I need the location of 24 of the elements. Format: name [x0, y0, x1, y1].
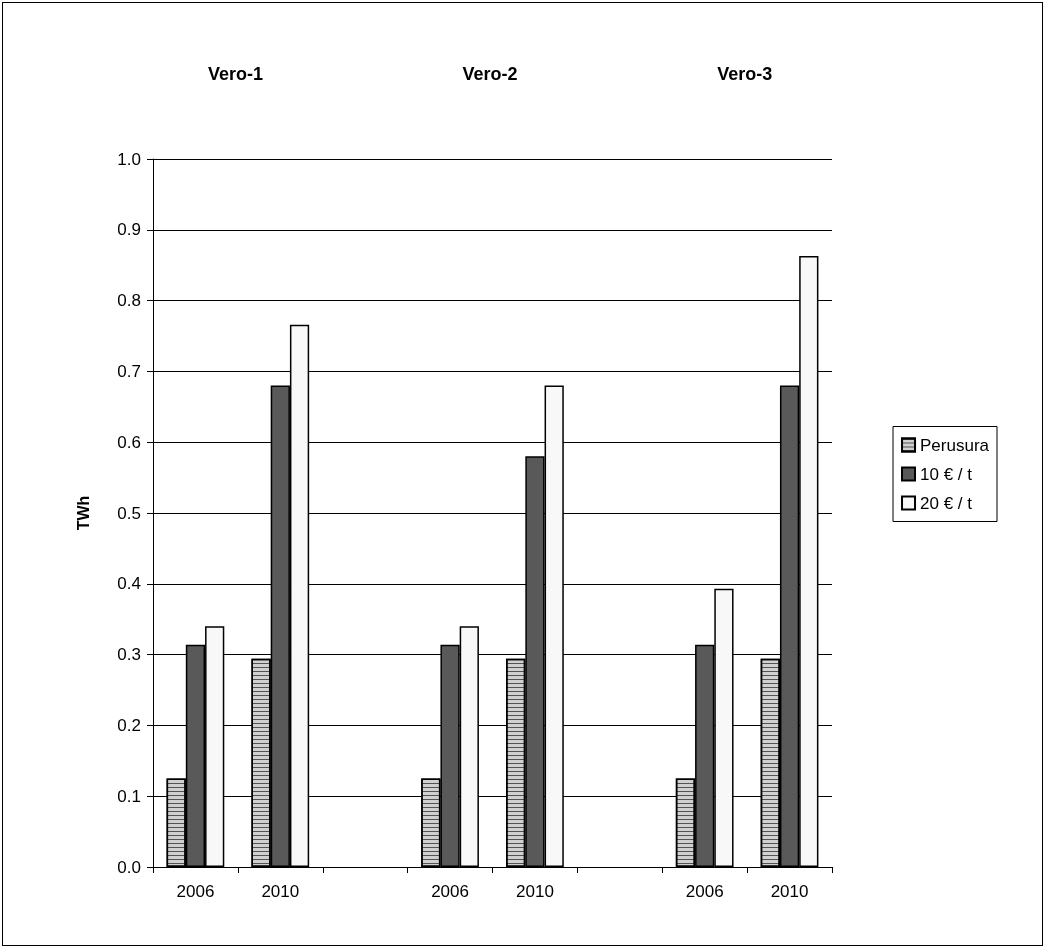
- y-tick-label: 0.6: [117, 432, 141, 452]
- x-tick-label: 2006: [176, 882, 215, 901]
- y-tick-label: 0.5: [117, 503, 141, 523]
- y-axis-title: TWh: [74, 495, 92, 531]
- y-tick-label: 0.8: [117, 291, 141, 311]
- text: Vero-2: [462, 64, 518, 84]
- x-tick-label: 2010: [261, 882, 300, 901]
- legend-label: 20 € / t: [920, 493, 973, 513]
- x-tick-label: 2010: [770, 882, 809, 901]
- y-tick-label: 0.7: [117, 361, 141, 381]
- legend-label: 10 € / t: [920, 464, 973, 484]
- y-tick-label: 0.2: [117, 715, 141, 735]
- x-tick-label: 2006: [431, 882, 469, 901]
- text: Vero-3: [717, 64, 773, 84]
- y-tick-label: 0.3: [117, 645, 141, 665]
- y-tick-label: 1.0: [117, 149, 141, 169]
- text: Vero-1: [207, 64, 263, 84]
- y-tick-label: 0.9: [117, 220, 141, 240]
- y-tick-label: 0.4: [117, 574, 141, 594]
- x-tick-label: 2006: [685, 882, 724, 901]
- y-tick-label: 0.1: [117, 786, 141, 806]
- y-tick-label: 0.0: [117, 857, 141, 877]
- legend-label: Perusura: [920, 435, 990, 455]
- x-tick-label: 2010: [516, 882, 554, 901]
